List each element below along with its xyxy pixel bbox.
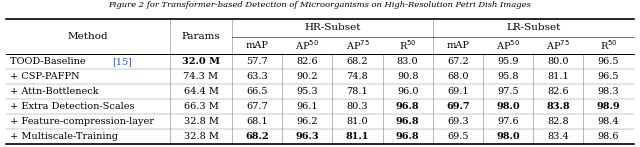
Text: 81.1: 81.1 <box>547 72 569 81</box>
Text: mAP: mAP <box>446 41 469 50</box>
Text: 96.3: 96.3 <box>296 132 319 141</box>
Text: 98.0: 98.0 <box>496 102 520 111</box>
Text: 96.8: 96.8 <box>396 132 419 141</box>
Text: 69.1: 69.1 <box>447 87 468 96</box>
Text: 74.8: 74.8 <box>347 72 369 81</box>
Text: AP$^{50}$: AP$^{50}$ <box>496 39 520 52</box>
Text: 78.1: 78.1 <box>347 87 369 96</box>
Text: R$^{50}$: R$^{50}$ <box>600 39 618 52</box>
Text: 64.4 M: 64.4 M <box>184 87 218 96</box>
Text: AP$^{75}$: AP$^{75}$ <box>346 39 369 52</box>
Text: 82.6: 82.6 <box>547 87 569 96</box>
Text: + CSP-PAFPN: + CSP-PAFPN <box>10 72 80 81</box>
Text: 63.3: 63.3 <box>246 72 268 81</box>
Text: 95.3: 95.3 <box>296 87 318 96</box>
Text: + Feature-compression-layer: + Feature-compression-layer <box>10 117 154 126</box>
Text: 57.7: 57.7 <box>246 57 268 66</box>
Text: Method: Method <box>68 32 109 41</box>
Text: + Extra Detection-Scales: + Extra Detection-Scales <box>10 102 135 111</box>
Text: LR-Subset: LR-Subset <box>506 23 561 32</box>
Text: 83.8: 83.8 <box>547 102 570 111</box>
Text: 83.4: 83.4 <box>547 132 569 141</box>
Text: 98.4: 98.4 <box>598 117 620 126</box>
Text: 96.8: 96.8 <box>396 102 419 111</box>
Text: 96.0: 96.0 <box>397 87 419 96</box>
Text: 68.2: 68.2 <box>347 57 368 66</box>
Text: 96.5: 96.5 <box>598 57 620 66</box>
Text: 68.0: 68.0 <box>447 72 468 81</box>
Text: 69.7: 69.7 <box>446 102 470 111</box>
Text: AP$^{75}$: AP$^{75}$ <box>547 39 570 52</box>
Text: 81.0: 81.0 <box>347 117 368 126</box>
Text: 83.0: 83.0 <box>397 57 419 66</box>
Text: 82.6: 82.6 <box>296 57 318 66</box>
Text: mAP: mAP <box>246 41 269 50</box>
Text: [15]: [15] <box>112 57 132 66</box>
Text: R$^{50}$: R$^{50}$ <box>399 39 417 52</box>
Text: 98.0: 98.0 <box>496 132 520 141</box>
Text: 69.3: 69.3 <box>447 117 468 126</box>
Text: 74.3 M: 74.3 M <box>184 72 219 81</box>
Text: 96.2: 96.2 <box>296 117 318 126</box>
Text: 96.8: 96.8 <box>396 117 419 126</box>
Text: 67.7: 67.7 <box>246 102 268 111</box>
Text: 68.2: 68.2 <box>245 132 269 141</box>
Text: 68.1: 68.1 <box>246 117 268 126</box>
Text: 97.6: 97.6 <box>497 117 519 126</box>
Text: HR-Subset: HR-Subset <box>304 23 360 32</box>
Text: 32.8 M: 32.8 M <box>184 132 218 141</box>
Text: 80.3: 80.3 <box>347 102 368 111</box>
Text: 90.2: 90.2 <box>296 72 318 81</box>
Text: 66.3 M: 66.3 M <box>184 102 218 111</box>
Text: 96.1: 96.1 <box>296 102 318 111</box>
Text: 90.8: 90.8 <box>397 72 419 81</box>
Text: 81.1: 81.1 <box>346 132 369 141</box>
Text: 98.3: 98.3 <box>598 87 620 96</box>
Text: + Multiscale-Training: + Multiscale-Training <box>10 132 118 141</box>
Text: + Attn-Bottleneck: + Attn-Bottleneck <box>10 87 99 96</box>
Text: 82.8: 82.8 <box>547 117 569 126</box>
Text: 32.8 M: 32.8 M <box>184 117 218 126</box>
Text: 96.5: 96.5 <box>598 72 620 81</box>
Text: 69.5: 69.5 <box>447 132 468 141</box>
Text: 32.0 M: 32.0 M <box>182 57 220 66</box>
Text: 98.9: 98.9 <box>596 102 620 111</box>
Text: 97.5: 97.5 <box>497 87 519 96</box>
Text: AP$^{50}$: AP$^{50}$ <box>295 39 319 52</box>
Text: 67.2: 67.2 <box>447 57 468 66</box>
Text: 80.0: 80.0 <box>548 57 569 66</box>
Text: 95.8: 95.8 <box>497 72 519 81</box>
Text: TOOD-Baseline: TOOD-Baseline <box>10 57 89 66</box>
Text: Figure 2 for Transformer-based Detection of Microorganisms on High-Resolution Pe: Figure 2 for Transformer-based Detection… <box>109 1 531 9</box>
Text: 98.6: 98.6 <box>598 132 620 141</box>
Text: Params: Params <box>182 32 220 41</box>
Text: 95.9: 95.9 <box>497 57 519 66</box>
Text: 66.5: 66.5 <box>246 87 268 96</box>
